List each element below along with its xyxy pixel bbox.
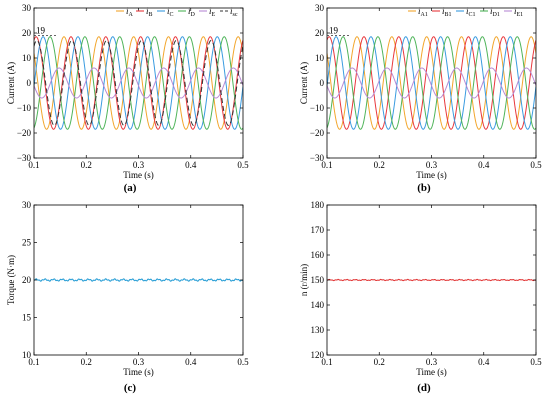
series-line-trace bbox=[327, 278, 536, 282]
chart-d: 0.1 0.2 0.3 0.4 0.5 120 130 140 150 160 170 180 Time… bbox=[299, 200, 542, 377]
y-tick-label: 30 bbox=[22, 200, 32, 210]
x-tick-label: 0.3 bbox=[133, 357, 145, 367]
legend: iA1 iB1 iC1 iD1 iE1 bbox=[408, 6, 523, 18]
y-tick-label: 10 bbox=[315, 53, 325, 63]
x-tick-label: 0.3 bbox=[426, 357, 438, 367]
y-tick-label: 30 bbox=[22, 3, 32, 13]
x-tick-label: 0.4 bbox=[185, 160, 197, 170]
legend-label: iA bbox=[126, 6, 134, 18]
series-line-trace bbox=[34, 278, 243, 282]
x-tick-label: 0.4 bbox=[185, 357, 197, 367]
legend: iA iB iC iD iE isc bbox=[116, 6, 238, 18]
y-tick-label: 140 bbox=[311, 300, 325, 310]
panel-caption: (d) bbox=[417, 382, 431, 394]
panel-caption: (b) bbox=[417, 182, 431, 194]
y-tick-label: 25 bbox=[22, 238, 32, 248]
legend-label: iC1 bbox=[466, 6, 476, 18]
x-tick-label: 0.1 bbox=[321, 160, 332, 170]
y-tick-label: −20 bbox=[17, 128, 32, 138]
chart-a: 0.1 0.2 0.3 0.4 0.5 −30 −20 −10 0 10 20 30 Time (s) C… bbox=[6, 3, 249, 180]
series-line-iB bbox=[34, 36, 243, 130]
legend-label: iE bbox=[209, 6, 216, 18]
y-tick-label: 15 bbox=[22, 313, 32, 323]
x-tick-label: 0.2 bbox=[81, 160, 92, 170]
x-axis-label: Time (s) bbox=[416, 367, 446, 377]
x-tick-label: 0.2 bbox=[374, 160, 385, 170]
x-tick-label: 0.1 bbox=[28, 357, 39, 367]
legend-label: iC bbox=[167, 6, 174, 18]
y-tick-label: −10 bbox=[310, 103, 325, 113]
legend-label: iE1 bbox=[514, 6, 523, 18]
y-tick-label: 10 bbox=[22, 53, 32, 63]
x-tick-label: 0.3 bbox=[426, 160, 438, 170]
series-line-iA bbox=[34, 36, 243, 130]
legend-label: iB1 bbox=[442, 6, 452, 18]
x-tick-label: 0.5 bbox=[237, 160, 249, 170]
y-tick-label: −30 bbox=[310, 153, 325, 163]
legend-label: isc bbox=[230, 6, 238, 18]
x-tick-label: 0.5 bbox=[530, 160, 542, 170]
y-tick-label: 20 bbox=[22, 28, 32, 38]
y-tick-label: 0 bbox=[320, 78, 325, 88]
y-tick-label: 20 bbox=[315, 28, 325, 38]
x-tick-label: 0.4 bbox=[478, 160, 490, 170]
legend-label: iA1 bbox=[418, 6, 428, 18]
y-tick-label: 160 bbox=[311, 250, 325, 260]
series-group bbox=[327, 36, 536, 130]
y-tick-label: −30 bbox=[17, 153, 32, 163]
x-axis-label: Time (s) bbox=[416, 170, 446, 180]
series-group bbox=[327, 278, 536, 282]
x-tick-label: 0.2 bbox=[81, 357, 92, 367]
x-tick-label: 0.1 bbox=[321, 357, 332, 367]
y-tick-label: 0 bbox=[27, 78, 32, 88]
y-tick-label: 170 bbox=[311, 225, 325, 235]
panel-caption: (c) bbox=[124, 382, 137, 394]
x-tick-label: 0.1 bbox=[28, 160, 39, 170]
series-line-iD1 bbox=[327, 36, 536, 130]
x-tick-label: 0.4 bbox=[478, 357, 490, 367]
y-tick-label: 20 bbox=[22, 275, 32, 285]
y-axis-label: Torque (N·m) bbox=[6, 255, 16, 305]
series-group bbox=[34, 36, 243, 130]
y-axis-label: Current (A) bbox=[299, 62, 309, 104]
legend-label: iB bbox=[146, 6, 153, 18]
series-group bbox=[34, 278, 243, 282]
legend-label: iD bbox=[188, 6, 196, 18]
x-tick-label: 0.3 bbox=[133, 160, 145, 170]
y-axis-label: n (r/min) bbox=[299, 264, 309, 296]
peak-annotation: 19 bbox=[329, 26, 339, 36]
y-tick-label: 10 bbox=[22, 350, 32, 360]
y-tick-label: −10 bbox=[17, 103, 32, 113]
y-tick-label: 130 bbox=[311, 325, 325, 335]
y-tick-label: −20 bbox=[310, 128, 325, 138]
y-axis-label: Current (A) bbox=[6, 62, 16, 104]
x-axis-label: Time (s) bbox=[123, 170, 153, 180]
series-line-iD bbox=[34, 36, 243, 130]
series-line-iE bbox=[34, 67, 243, 99]
y-tick-label: 150 bbox=[311, 275, 325, 285]
series-line-iE1 bbox=[327, 67, 536, 99]
peak-annotation: 19 bbox=[36, 26, 46, 36]
y-tick-label: 120 bbox=[311, 350, 325, 360]
chart-b: 0.1 0.2 0.3 0.4 0.5 −30 −20 −10 0 10 20 30 Time (s) C… bbox=[299, 3, 542, 180]
x-tick-label: 0.2 bbox=[374, 357, 385, 367]
y-tick-label: 30 bbox=[315, 3, 325, 13]
panel-caption: (a) bbox=[124, 182, 137, 194]
y-tick-label: 180 bbox=[311, 200, 325, 210]
series-line-iA1 bbox=[327, 36, 536, 130]
legend-label: iD1 bbox=[490, 6, 500, 18]
x-tick-label: 0.5 bbox=[530, 357, 542, 367]
series-line-iB1 bbox=[327, 36, 536, 130]
x-tick-label: 0.5 bbox=[237, 357, 249, 367]
chart-c: 0.1 0.2 0.3 0.4 0.5 10 15 20 25 30 Time (s) Torque … bbox=[6, 200, 249, 377]
x-axis-label: Time (s) bbox=[123, 367, 153, 377]
